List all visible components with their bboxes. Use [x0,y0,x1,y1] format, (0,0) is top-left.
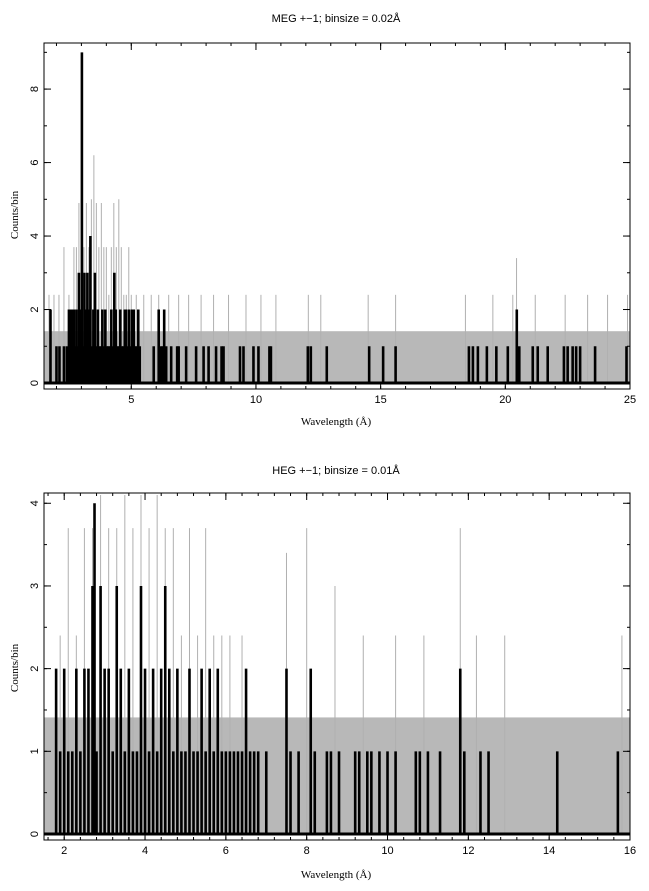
heg-x-tick-label: 2 [61,845,67,857]
heg-y-tick-label: 4 [29,500,41,506]
heg-chart-panel: HEG +−1; binsize = 0.01Å Wavelength (Å) … [0,450,649,891]
meg-y-tick-label: 4 [29,233,41,239]
heg-x-tick-label: 4 [142,845,148,857]
heg-x-tick-label: 12 [462,845,474,857]
meg-x-axis-label: Wavelength (Å) [301,416,372,428]
heg-chart-title: HEG +−1; binsize = 0.01Å [272,464,400,477]
meg-y-tick-label: 8 [29,86,41,92]
meg-chart: MEG +−1; binsize = 0.02Å Wavelength (Å) … [9,12,636,428]
heg-y-axis-label: Counts/bin [9,643,21,692]
heg-x-tick-label: 14 [543,845,555,857]
heg-y-tick-label: 0 [29,831,41,837]
meg-y-tick-label: 0 [29,380,41,386]
meg-plot-frame [43,42,631,390]
meg-chart-panel: MEG +−1; binsize = 0.02Å Wavelength (Å) … [0,0,649,440]
heg-x-axis-label: Wavelength (Å) [301,869,372,881]
meg-x-tick-label: 25 [624,394,636,406]
meg-y-tick-label: 6 [29,160,41,166]
heg-x-tick-label: 8 [304,845,310,857]
meg-y-axis-label: Counts/bin [9,190,21,239]
heg-y-tick-label: 1 [29,748,41,754]
meg-x-tick-label: 15 [375,394,387,406]
heg-x-tick-label: 10 [381,845,393,857]
meg-y-tick-label: 2 [29,306,41,312]
heg-chart: HEG +−1; binsize = 0.01Å Wavelength (Å) … [9,464,636,881]
heg-y-tick-label: 2 [29,666,41,672]
meg-chart-title: MEG +−1; binsize = 0.02Å [272,12,401,25]
heg-x-tick-label: 6 [223,845,229,857]
heg-y-tick-label: 3 [29,583,41,589]
heg-plot-frame [43,492,631,841]
meg-x-tick-label: 20 [499,394,511,406]
meg-x-tick-label: 5 [128,394,134,406]
meg-x-tick-label: 10 [250,394,262,406]
heg-x-tick-label: 16 [624,845,636,857]
